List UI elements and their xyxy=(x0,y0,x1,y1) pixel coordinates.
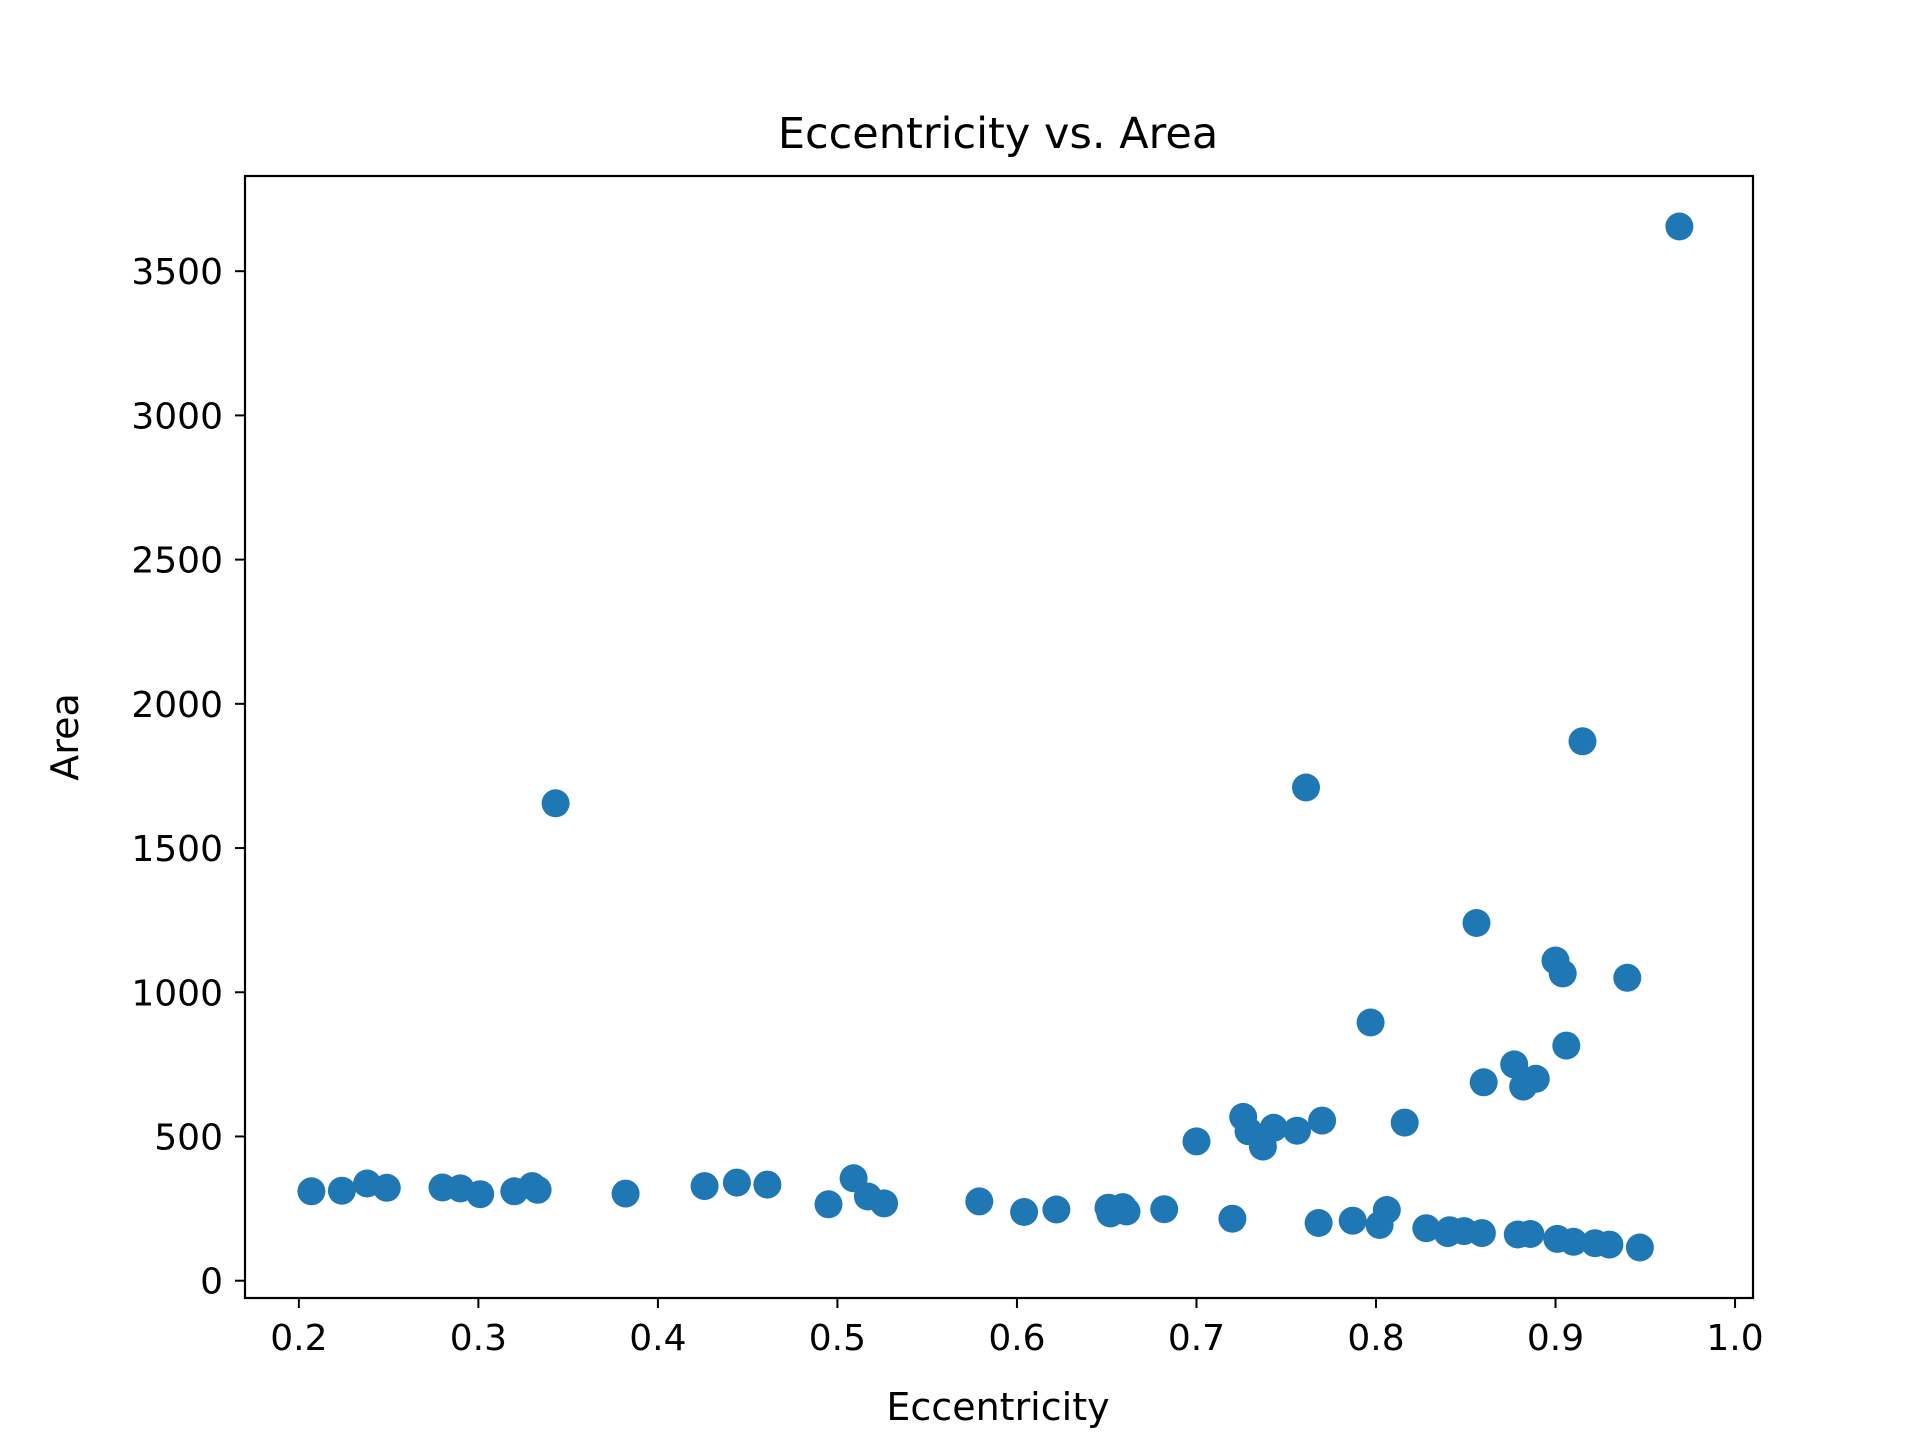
chart-title: Eccentricity vs. Area xyxy=(778,109,1218,159)
data-point xyxy=(1182,1127,1211,1156)
data-point xyxy=(1462,909,1491,937)
data-point xyxy=(1568,727,1597,756)
data-point xyxy=(1010,1198,1039,1226)
data-point xyxy=(1372,1196,1401,1224)
y-tick-label: 0 xyxy=(200,1262,223,1303)
x-tick-label: 0.2 xyxy=(270,1318,327,1359)
x-axis-label: Eccentricity xyxy=(886,1385,1109,1429)
x-tick-label: 1.0 xyxy=(1706,1318,1763,1359)
data-point xyxy=(1548,959,1577,988)
x-tick-label: 0.7 xyxy=(1168,1318,1225,1359)
data-point xyxy=(1412,1214,1441,1243)
data-point xyxy=(1338,1206,1367,1235)
x-tick-label: 0.5 xyxy=(809,1318,866,1359)
data-point xyxy=(1500,1050,1529,1079)
data-point xyxy=(690,1172,719,1201)
x-tick-label: 0.3 xyxy=(450,1318,507,1359)
y-tick-label: 2500 xyxy=(131,541,223,582)
y-axis: 0 500 1000 1500 2000 2500 3000 3500 xyxy=(131,252,245,1303)
data-point xyxy=(327,1176,356,1205)
x-tick-label: 0.6 xyxy=(988,1318,1045,1359)
y-tick-label: 2000 xyxy=(131,685,223,726)
x-tick-label: 0.4 xyxy=(629,1318,686,1359)
data-point xyxy=(523,1175,552,1204)
data-point xyxy=(1292,773,1320,802)
data-point xyxy=(1356,1008,1385,1037)
plot-marks xyxy=(297,212,1694,1262)
data-point xyxy=(1042,1195,1071,1224)
data-point xyxy=(1516,1220,1545,1248)
data-point xyxy=(1112,1197,1141,1226)
data-point xyxy=(1552,1031,1581,1060)
data-point xyxy=(1469,1068,1498,1097)
data-point xyxy=(1665,212,1694,241)
data-point xyxy=(753,1170,782,1199)
y-axis-label: Area xyxy=(43,693,87,780)
y-tick-label: 3500 xyxy=(131,252,223,293)
data-point xyxy=(611,1179,640,1208)
x-axis: 0.2 0.3 0.4 0.5 0.6 0.7 0.8 0.9 1.0 xyxy=(270,1298,1764,1359)
x-tick-label: 0.8 xyxy=(1347,1318,1404,1359)
data-point xyxy=(1308,1106,1337,1135)
data-point xyxy=(1304,1209,1333,1237)
y-tick-label: 1000 xyxy=(131,973,223,1014)
y-tick-label: 1500 xyxy=(131,829,223,870)
x-tick-label: 0.9 xyxy=(1527,1318,1584,1359)
data-point xyxy=(965,1187,994,1216)
y-tick-label: 3000 xyxy=(131,396,223,437)
data-point xyxy=(372,1173,401,1202)
data-point xyxy=(1259,1113,1288,1142)
data-point xyxy=(870,1189,899,1218)
data-point xyxy=(1595,1230,1624,1259)
data-point xyxy=(1467,1219,1496,1248)
plot-area-frame xyxy=(243,174,1755,1300)
data-point xyxy=(1559,1227,1588,1256)
data-point xyxy=(466,1180,495,1209)
data-point xyxy=(1150,1195,1179,1224)
data-point xyxy=(297,1177,326,1206)
data-point xyxy=(1390,1108,1419,1137)
data-point xyxy=(1521,1064,1550,1093)
data-point xyxy=(1218,1204,1247,1233)
data-point xyxy=(814,1190,843,1219)
data-point xyxy=(1613,963,1642,992)
data-point xyxy=(1283,1116,1311,1145)
data-point xyxy=(722,1168,751,1197)
y-tick-label: 500 xyxy=(154,1117,223,1158)
data-point xyxy=(1625,1233,1654,1262)
data-point xyxy=(541,789,570,818)
